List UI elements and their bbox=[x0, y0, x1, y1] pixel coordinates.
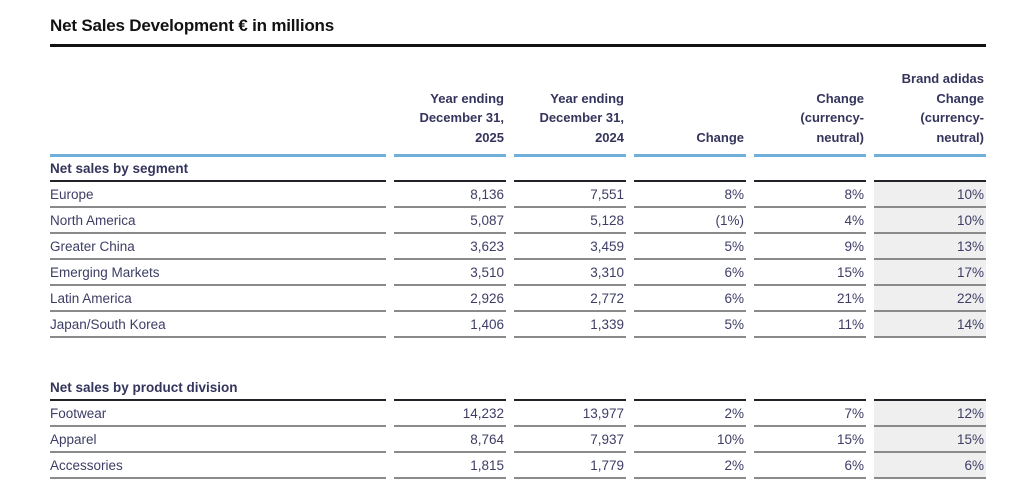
row-label: Apparel bbox=[50, 427, 386, 453]
column-header: Change bbox=[634, 71, 746, 157]
cell-value: 7,551 bbox=[514, 182, 626, 208]
cell-value: 2% bbox=[634, 453, 746, 479]
section-heading-rule bbox=[634, 376, 746, 401]
section-heading-rule bbox=[394, 376, 506, 401]
cell-value: 1,406 bbox=[394, 312, 506, 338]
cell-value: 6% bbox=[754, 453, 866, 479]
page-title: Net Sales Development € in millions bbox=[50, 16, 334, 35]
cell-value: 2% bbox=[634, 401, 746, 427]
row-label: Accessories bbox=[50, 453, 386, 479]
cell-value: 5% bbox=[634, 234, 746, 260]
net-sales-table: Year ending December 31, 2025 Year ending… bbox=[50, 71, 986, 479]
cell-value: 5% bbox=[634, 312, 746, 338]
cell-value: 15% bbox=[754, 427, 866, 453]
section-heading-rule bbox=[394, 157, 506, 182]
cell-value: 10% bbox=[874, 208, 986, 234]
cell-value: 11% bbox=[754, 312, 866, 338]
cell-value: 17% bbox=[874, 260, 986, 286]
cell-value: 10% bbox=[874, 182, 986, 208]
cell-value: 8% bbox=[754, 182, 866, 208]
cell-value: 1,815 bbox=[394, 453, 506, 479]
cell-value: 7,937 bbox=[514, 427, 626, 453]
cell-value: 12% bbox=[874, 401, 986, 427]
section-heading-rule bbox=[874, 376, 986, 401]
section-heading-rule bbox=[634, 157, 746, 182]
cell-value: 22% bbox=[874, 286, 986, 312]
section-heading-rule bbox=[874, 157, 986, 182]
cell-value: 21% bbox=[754, 286, 866, 312]
row-label: Greater China bbox=[50, 234, 386, 260]
column-header: Change (currency- neutral) bbox=[754, 71, 866, 157]
cell-value: 4% bbox=[754, 208, 866, 234]
row-label: Japan/South Korea bbox=[50, 312, 386, 338]
section-heading-rule bbox=[514, 157, 626, 182]
cell-value: 14% bbox=[874, 312, 986, 338]
cell-value: 5,128 bbox=[514, 208, 626, 234]
cell-value: 2,772 bbox=[514, 286, 626, 312]
cell-value: 10% bbox=[634, 427, 746, 453]
section-heading: Net sales by segment bbox=[50, 157, 386, 182]
cell-value: 1,339 bbox=[514, 312, 626, 338]
cell-value: 3,510 bbox=[394, 260, 506, 286]
section-heading-rule bbox=[754, 376, 866, 401]
cell-value: 8% bbox=[634, 182, 746, 208]
row-label: Latin America bbox=[50, 286, 386, 312]
section-spacer bbox=[50, 338, 986, 376]
column-header: Brand adidas Change (currency- neutral) bbox=[874, 71, 986, 157]
cell-value: 15% bbox=[754, 260, 866, 286]
row-label: North America bbox=[50, 208, 386, 234]
section-heading: Net sales by product division bbox=[50, 376, 386, 401]
column-header: Year ending December 31, 2024 bbox=[514, 71, 626, 157]
cell-value: 6% bbox=[634, 286, 746, 312]
cell-value: 3,623 bbox=[394, 234, 506, 260]
cell-value: 8,764 bbox=[394, 427, 506, 453]
cell-value: 2,926 bbox=[394, 286, 506, 312]
section-heading-rule bbox=[514, 376, 626, 401]
cell-value: 9% bbox=[754, 234, 866, 260]
cell-value: 13% bbox=[874, 234, 986, 260]
cell-value: 7% bbox=[754, 401, 866, 427]
cell-value: 6% bbox=[634, 260, 746, 286]
row-label: Europe bbox=[50, 182, 386, 208]
cell-value: 5,087 bbox=[394, 208, 506, 234]
row-label: Footwear bbox=[50, 401, 386, 427]
cell-value: 3,310 bbox=[514, 260, 626, 286]
row-label: Emerging Markets bbox=[50, 260, 386, 286]
column-header: Year ending December 31, 2025 bbox=[394, 71, 506, 157]
cell-value: 1,779 bbox=[514, 453, 626, 479]
cell-value: 6% bbox=[874, 453, 986, 479]
cell-value: 14,232 bbox=[394, 401, 506, 427]
title-divider bbox=[50, 44, 986, 47]
section-heading-rule bbox=[754, 157, 866, 182]
cell-value: 8,136 bbox=[394, 182, 506, 208]
cell-value: (1%) bbox=[634, 208, 746, 234]
cell-value: 15% bbox=[874, 427, 986, 453]
column-header-spacer bbox=[50, 71, 386, 157]
cell-value: 13,977 bbox=[514, 401, 626, 427]
cell-value: 3,459 bbox=[514, 234, 626, 260]
